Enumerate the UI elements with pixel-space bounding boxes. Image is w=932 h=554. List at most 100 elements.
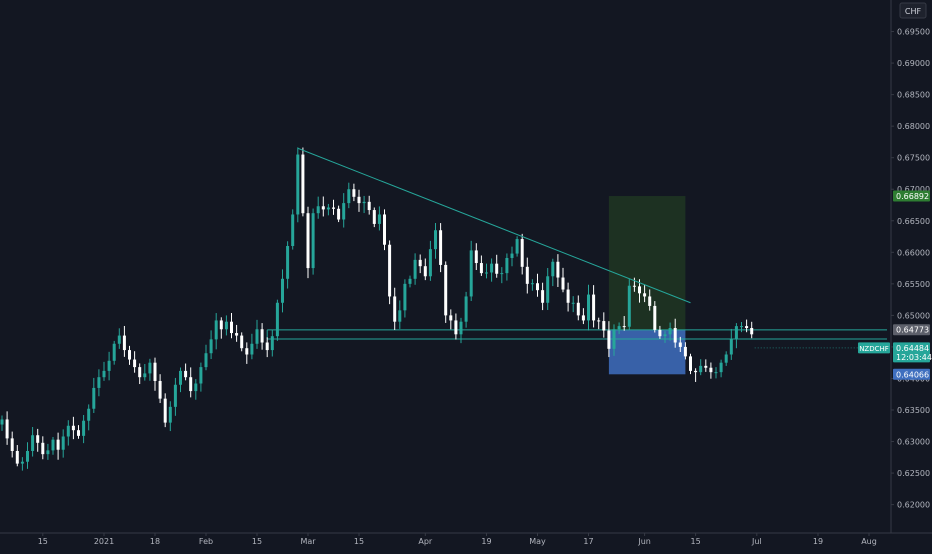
candle [204, 344, 208, 371]
candle-body [0, 419, 4, 425]
candle [372, 207, 376, 228]
candle [704, 359, 708, 372]
candle-body [163, 398, 167, 423]
candle [296, 147, 300, 223]
candle-body [607, 330, 611, 349]
candle [418, 254, 422, 274]
candle [51, 436, 55, 455]
candle [158, 374, 162, 404]
level-badge-box [893, 324, 930, 336]
candle-body [214, 320, 218, 340]
time-tick-label: 19 [481, 537, 491, 546]
candle [10, 431, 14, 458]
candle [617, 322, 621, 335]
candle-body [326, 207, 330, 210]
time-tick-label: Aug [861, 537, 877, 546]
candle [15, 445, 19, 467]
candle [316, 196, 320, 219]
time-tick-label: 19 [813, 537, 823, 546]
price-tick-label: 0.62500 [897, 469, 930, 478]
time-tick-label: 15 [354, 537, 364, 546]
candle-body [515, 239, 519, 254]
candle [230, 313, 233, 339]
candle [235, 324, 239, 342]
candle [122, 325, 126, 357]
candle [627, 278, 631, 330]
candle-body [311, 213, 315, 269]
candle [199, 362, 203, 392]
candle-body [622, 326, 626, 328]
candle-body [235, 333, 239, 336]
candle-body [556, 261, 560, 278]
candle [102, 361, 106, 381]
candle [291, 209, 295, 250]
candle [428, 240, 432, 281]
candle [275, 299, 279, 341]
candle-body [638, 286, 641, 294]
candle-body [117, 335, 121, 344]
candle [622, 316, 626, 331]
candle-body [663, 334, 667, 337]
candle-body [342, 203, 346, 220]
candle-body [143, 373, 147, 378]
candle-body [46, 450, 50, 455]
candle [194, 379, 198, 400]
candle [403, 279, 407, 318]
stop-badge-value: 0.64066 [896, 370, 929, 379]
candle [561, 267, 565, 293]
candle [719, 359, 723, 378]
candle [265, 337, 269, 358]
candle-body [41, 442, 45, 455]
candle-body [500, 273, 504, 275]
candle-body [724, 354, 728, 363]
candle-body [367, 201, 371, 211]
candle-body [112, 343, 116, 361]
candle [668, 322, 672, 341]
candle [581, 308, 585, 325]
candle [112, 340, 116, 365]
candle [485, 263, 488, 279]
candle-body [413, 259, 417, 279]
candle [643, 285, 647, 303]
candle-body [102, 370, 106, 378]
candle [20, 457, 24, 471]
candle-body [15, 451, 19, 464]
candle-body [398, 310, 402, 322]
candle [311, 208, 315, 275]
candle [97, 369, 101, 397]
candle [31, 427, 35, 457]
candle-body [245, 348, 249, 355]
candle [326, 203, 330, 216]
candle-body [699, 365, 703, 373]
candle [724, 351, 728, 366]
candle [587, 284, 590, 331]
candles [0, 147, 754, 471]
candle-body [179, 370, 182, 385]
candle [576, 295, 580, 321]
price-tick-label: 0.67500 [897, 154, 930, 163]
candle [479, 255, 483, 276]
candle [281, 269, 284, 313]
time-tick-label: Jun [637, 537, 651, 546]
candle-body [77, 430, 80, 436]
candle [469, 240, 473, 302]
time-tick-label: Apr [418, 537, 433, 546]
trendline [297, 147, 691, 304]
price-tick-label: 0.65500 [897, 280, 930, 289]
position-zones [608, 196, 686, 375]
candle [525, 257, 529, 294]
candle [454, 313, 458, 340]
time-axis[interactable]: 15 2021 18 Feb 15 Mar 15 Apr 19 May 17 Jun 15 Jul 19 Au… [38, 533, 877, 546]
currency-label: CHF [899, 2, 927, 19]
candle-body [719, 362, 723, 373]
price-tick-label: 0.65000 [897, 311, 930, 320]
candle [0, 415, 4, 431]
candle [321, 196, 325, 217]
candle-body [740, 326, 743, 328]
candle [219, 317, 223, 339]
candle-body [66, 425, 70, 437]
candle [46, 443, 50, 460]
candle-body [71, 425, 75, 431]
